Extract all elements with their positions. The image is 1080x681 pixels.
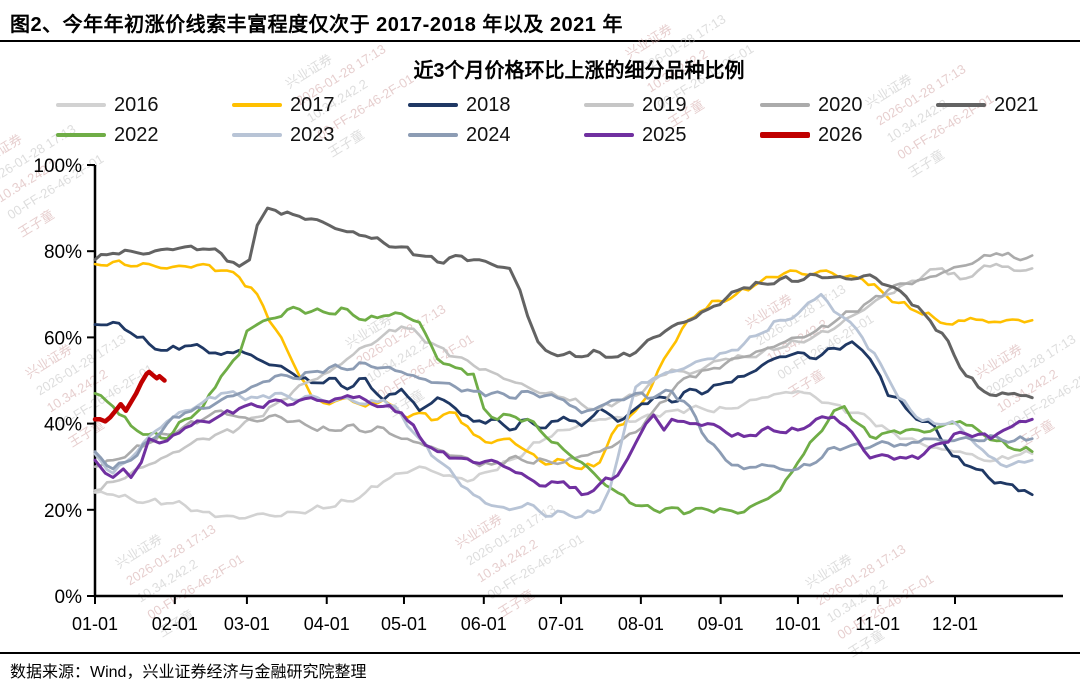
legend-item-2022: 2022	[56, 124, 232, 147]
chart-legend: 2016 2017 2018 2019 2020 2021 2022 2023 2024 2025…	[56, 90, 1080, 150]
legend-label: 2020	[818, 93, 863, 116]
legend-label: 2017	[290, 93, 335, 116]
series-line-2017	[93, 259, 1034, 471]
legend-swatch-2026	[760, 132, 810, 138]
source-divider	[0, 652, 1080, 654]
series-line-2023	[93, 292, 1034, 520]
source-note: 数据来源：Wind，兴业证券经济与金融研究院整理	[10, 664, 367, 681]
legend-swatch-2022	[56, 133, 106, 137]
figure-caption: 图2、今年年初涨价线索丰富程度仅次于 2017-2018 年以及 2021 年	[10, 14, 623, 36]
legend-label: 2024	[466, 123, 511, 146]
y-tick-label: 80%	[44, 242, 82, 263]
legend-label: 2022	[114, 123, 159, 146]
chart-title: 近3个月价格环比上涨的细分品种比例	[413, 60, 745, 82]
series-line-2024	[93, 361, 1034, 472]
legend-item-2018: 2018	[408, 94, 584, 117]
legend-swatch-2021	[936, 102, 986, 108]
x-tick-label: 06-01	[461, 614, 507, 634]
legend-label: 2016	[114, 93, 159, 116]
x-tick-label: 04-01	[304, 614, 350, 634]
legend-swatch-2018	[408, 103, 458, 107]
legend-item-2020: 2020	[760, 94, 936, 117]
legend-item-2025: 2025	[584, 124, 760, 147]
y-tick-label: 100%	[33, 156, 82, 177]
x-tick-label: 07-01	[538, 614, 584, 634]
legend-swatch-2016	[56, 103, 106, 107]
series-line-2019	[93, 262, 1034, 492]
legend-label: 2023	[290, 123, 335, 146]
x-tick-label: 09-01	[698, 614, 744, 634]
legend-swatch-2019	[584, 103, 634, 107]
legend-item-2021: 2021	[936, 94, 1080, 117]
legend-item-2016: 2016	[56, 94, 232, 117]
x-tick-label: 01-01	[72, 614, 118, 634]
legend-item-2019: 2019	[584, 94, 760, 117]
series-line-2016	[93, 389, 1034, 520]
series-line-2020	[93, 251, 1034, 469]
series-line-2026	[92, 369, 167, 424]
legend-label: 2026	[818, 123, 863, 146]
x-tick-label: 08-01	[618, 614, 664, 634]
legend-swatch-2020	[760, 103, 810, 107]
x-tick-label: 11-01	[855, 614, 900, 634]
series-line-2018	[93, 320, 1034, 497]
legend-item-2017: 2017	[232, 94, 408, 117]
series-line-2025	[93, 394, 1034, 497]
legend-item-2026: 2026	[760, 124, 936, 147]
y-tick-label: 0%	[55, 587, 83, 608]
caption-divider	[0, 40, 1080, 42]
legend-label: 2019	[642, 93, 687, 116]
x-tick-label: 12-01	[932, 614, 978, 634]
legend-item-2024: 2024	[408, 124, 584, 147]
series-line-2021	[93, 206, 1034, 400]
legend-swatch-2017	[232, 103, 282, 107]
axes	[93, 165, 1063, 598]
legend-item-2023: 2023	[232, 124, 408, 147]
legend-label: 2021	[994, 93, 1039, 116]
y-tick-label: 20%	[44, 501, 82, 522]
legend-label: 2025	[642, 123, 687, 146]
legend-swatch-2025	[584, 132, 634, 138]
x-tick-label: 02-01	[152, 614, 198, 634]
x-tick-label: 05-01	[381, 614, 427, 634]
y-tick-label: 40%	[44, 415, 82, 436]
x-tick-label: 03-01	[224, 614, 270, 634]
x-tick-label: 10-01	[775, 614, 821, 634]
series-line-2022	[93, 305, 1034, 516]
legend-swatch-2023	[232, 133, 282, 137]
y-tick-label: 60%	[44, 328, 82, 349]
legend-label: 2018	[466, 93, 511, 116]
legend-swatch-2024	[408, 133, 458, 137]
